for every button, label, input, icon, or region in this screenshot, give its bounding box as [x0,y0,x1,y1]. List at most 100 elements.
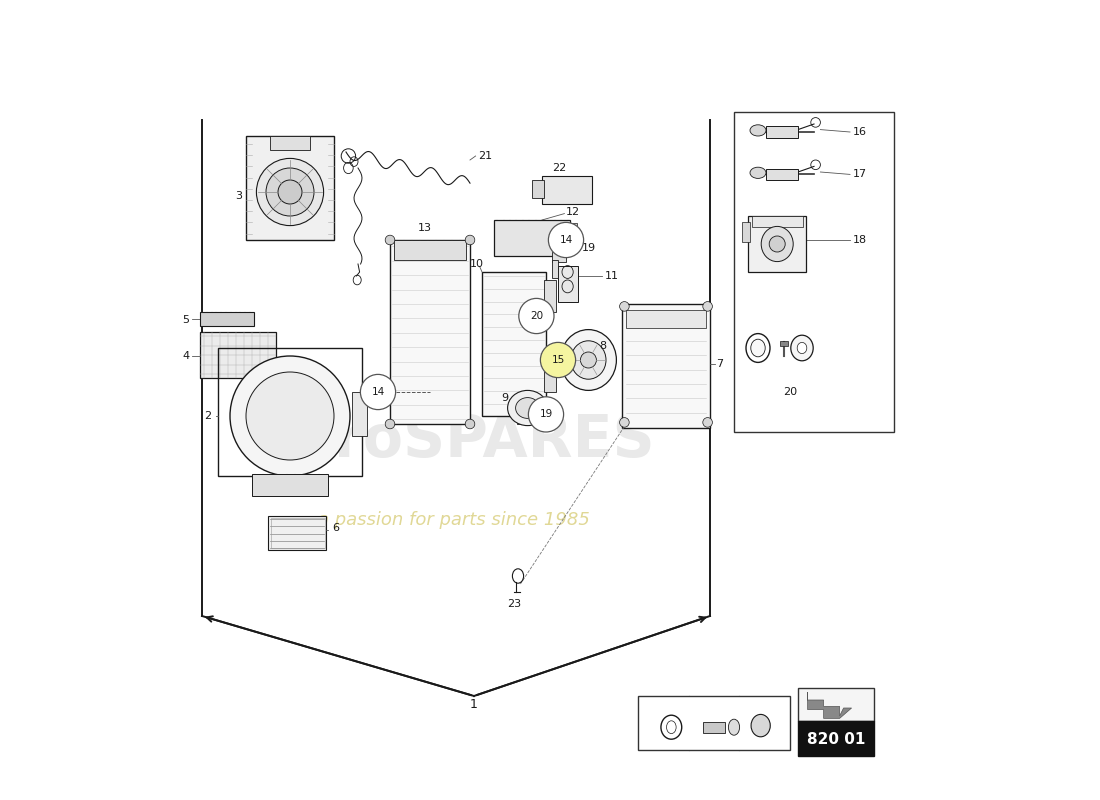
Ellipse shape [385,235,395,245]
Bar [270,136,310,150]
Ellipse shape [751,714,770,737]
Text: 14: 14 [372,387,385,397]
Text: 22: 22 [552,163,567,173]
Bar [390,240,470,424]
Text: 10: 10 [470,259,484,269]
Text: 15: 15 [551,355,564,365]
Bar [199,312,254,326]
Bar [798,721,875,756]
Text: 14: 14 [560,235,573,245]
Text: 21: 21 [478,151,492,161]
Text: 23: 23 [507,599,521,609]
Text: a passion for parts since 1985: a passion for parts since 1985 [318,511,590,529]
Text: 18: 18 [852,235,867,245]
Ellipse shape [761,226,793,262]
Ellipse shape [728,719,739,735]
Ellipse shape [571,341,606,379]
Bar [798,688,875,721]
Bar [766,126,797,138]
Ellipse shape [798,342,806,354]
Bar [268,516,326,550]
Text: 3: 3 [234,191,242,201]
Bar [568,223,578,250]
Bar [544,280,557,312]
Text: 20: 20 [783,387,798,397]
Bar [551,260,558,278]
Bar [703,722,725,733]
Text: 4: 4 [182,351,189,361]
Bar [542,176,592,204]
Ellipse shape [581,352,596,368]
Text: 19: 19 [641,699,652,709]
Text: 12: 12 [566,207,580,217]
Circle shape [519,298,554,334]
Bar [271,518,326,548]
Bar [246,136,334,240]
Bar [751,216,803,227]
Ellipse shape [465,235,475,245]
Ellipse shape [516,398,540,418]
Bar [638,696,790,750]
Bar [517,403,540,424]
Bar [621,304,710,428]
Ellipse shape [385,419,395,429]
Circle shape [549,222,584,258]
Text: 5: 5 [182,315,189,325]
Text: 820 01: 820 01 [806,732,866,747]
Bar [252,474,329,496]
Bar [544,360,557,392]
Bar [558,266,578,302]
Bar [626,310,706,328]
Ellipse shape [769,236,785,252]
Text: euroSPARES: euroSPARES [253,411,654,469]
Ellipse shape [230,356,350,476]
Ellipse shape [507,390,548,426]
Circle shape [528,397,563,432]
Text: 6: 6 [332,523,340,533]
Ellipse shape [246,372,334,460]
Text: 8: 8 [600,341,607,350]
Text: 13: 13 [418,223,432,233]
Text: 19: 19 [539,410,552,419]
Text: 16: 16 [852,127,867,137]
Bar [482,272,546,416]
Ellipse shape [465,419,475,429]
Bar [766,169,797,180]
Bar [218,348,362,476]
Ellipse shape [703,418,713,427]
Text: 9: 9 [502,394,508,403]
Bar [394,240,466,260]
Polygon shape [807,692,851,718]
Text: 7: 7 [716,359,724,369]
Bar [532,180,543,198]
Ellipse shape [667,721,676,734]
Bar [742,222,750,242]
Bar [494,220,570,256]
Text: 14: 14 [742,699,754,709]
Bar [734,112,894,432]
Ellipse shape [256,158,323,226]
Text: 15: 15 [692,699,703,709]
Bar [352,392,366,436]
Ellipse shape [750,125,766,136]
Bar [748,216,806,272]
Bar [551,252,566,262]
Text: 17: 17 [852,170,867,179]
Ellipse shape [560,330,616,390]
Ellipse shape [278,180,303,204]
Text: 11: 11 [604,271,618,281]
Circle shape [540,342,575,378]
Ellipse shape [750,167,766,178]
Ellipse shape [751,339,766,357]
Ellipse shape [791,335,813,361]
Bar [199,332,276,378]
Text: 20: 20 [530,311,543,321]
Bar [780,341,788,346]
Ellipse shape [266,168,314,216]
Text: 19: 19 [582,243,596,253]
Ellipse shape [703,302,713,311]
Ellipse shape [619,418,629,427]
Circle shape [361,374,396,410]
Text: 1: 1 [470,698,477,710]
Text: 2: 2 [205,411,211,421]
